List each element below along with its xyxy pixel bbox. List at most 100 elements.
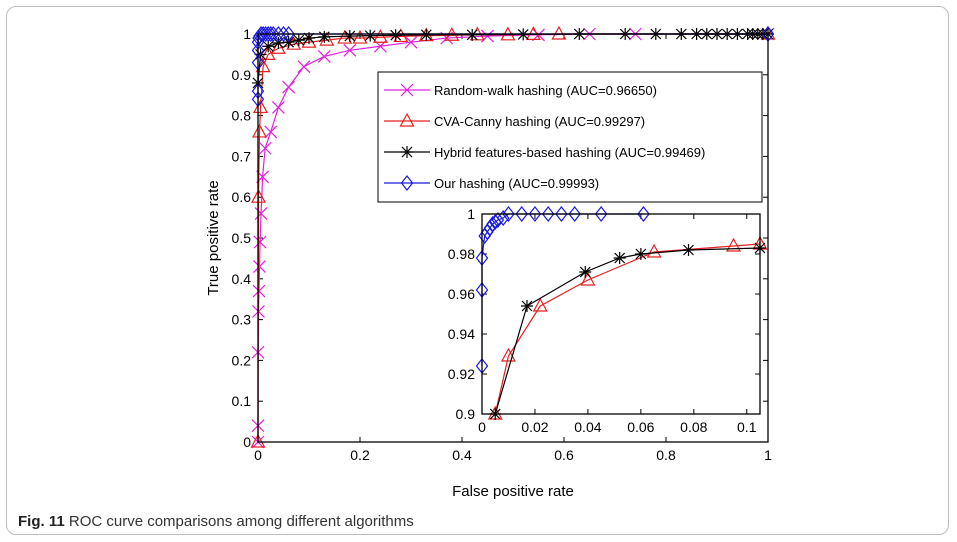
- inset-axes-box: [481, 213, 761, 415]
- main-ytick-label: 0.9: [232, 67, 252, 83]
- inset-point: [502, 206, 515, 222]
- inset-point: [646, 243, 662, 258]
- inset-xtick-label: 0.1: [737, 419, 757, 435]
- main-point: [319, 31, 335, 46]
- inset-xtick-label: 0.04: [574, 419, 601, 435]
- main-series-x: [251, 27, 775, 449]
- main-point: [404, 35, 418, 49]
- legend-marker-asterisk: [401, 146, 413, 158]
- main-point: [343, 43, 357, 57]
- inset-background: [482, 214, 760, 414]
- inset-xtick-label: 0: [478, 419, 486, 435]
- inset-point: [541, 206, 555, 222]
- main-point: [364, 29, 377, 42]
- legend-entry: Hybrid features-based hashing (AUC=0.994…: [434, 145, 705, 160]
- main-point: [343, 30, 356, 43]
- inset-ytick-label: 0.94: [448, 326, 475, 342]
- legend-entry: Random-walk hashing (AUC=0.96650): [434, 83, 657, 98]
- main-ytick-label: 0: [243, 434, 251, 450]
- inset-xtick-label: 0.02: [521, 419, 548, 435]
- main-point: [253, 235, 267, 249]
- inset-point: [726, 237, 742, 252]
- main-xtick-label: 0: [254, 447, 262, 463]
- main-point: [250, 433, 266, 448]
- main-point: [272, 26, 285, 42]
- inset-point: [491, 212, 505, 228]
- main-ytick-label: 0.8: [232, 108, 252, 124]
- main-point: [253, 260, 266, 273]
- y-axis-label: True positive rate: [205, 180, 222, 295]
- main-point: [271, 101, 285, 114]
- main-ytick-label: 0.6: [232, 189, 252, 205]
- main-ytick-label: 0.3: [232, 312, 252, 328]
- inset-point: [500, 347, 516, 362]
- legend-marker-diamond: [400, 175, 414, 191]
- main-ytick-label: 0.4: [232, 271, 252, 287]
- main-point: [420, 28, 433, 41]
- inset-point: [579, 266, 592, 278]
- inset-point: [483, 220, 497, 236]
- legend-entry: Our hashing (AUC=0.99993): [434, 176, 599, 191]
- main-point: [372, 29, 388, 43]
- inset-ytick-label: 0.96: [448, 286, 475, 302]
- main-ytick-label: 0.1: [232, 393, 252, 409]
- main-point: [270, 40, 286, 54]
- main-point: [261, 26, 275, 42]
- main-series-line: [257, 33, 768, 442]
- inset-point: [555, 206, 568, 222]
- main-point: [258, 141, 272, 155]
- main-point: [317, 50, 331, 63]
- main-plot: 0 0.2 0.4 0.6 0.8 100.10.20.30.40.50.60.70.80…: [232, 25, 776, 463]
- legend-marker-x: [400, 83, 414, 97]
- inset-point: [568, 206, 581, 222]
- inset-point: [613, 252, 626, 264]
- main-xtick-label: 0.4: [452, 447, 472, 463]
- inset-point: [521, 300, 534, 312]
- inset-xtick-label: 0.06: [627, 419, 654, 435]
- inset-series-line: [494, 243, 761, 415]
- main-ytick-label: 1: [243, 26, 251, 42]
- main-point: [352, 29, 368, 44]
- inset-ytick-label: 1: [467, 206, 475, 222]
- main-ytick-label: 0.2: [232, 352, 252, 368]
- roc-chart: 0 0.2 0.4 0.6 0.8 100.10.20.30.40.50.60.70.80…: [205, 25, 776, 500]
- inset-point: [580, 271, 596, 286]
- figure-caption: Fig. 11 ROC curve comparisons among diff…: [18, 513, 414, 530]
- main-point: [282, 36, 295, 49]
- main-xtick-label: 0.6: [554, 447, 574, 463]
- main-point: [466, 28, 479, 41]
- inset-ytick-label: 0.92: [448, 366, 475, 382]
- main-point: [264, 125, 278, 139]
- inset-point: [682, 244, 695, 256]
- main-point: [551, 25, 567, 40]
- legend-entry: CVA-Canny hashing (AUC=0.99297): [434, 114, 645, 129]
- main-point: [297, 60, 311, 74]
- inset-point: [634, 248, 647, 260]
- inset-series-diamond: [475, 206, 650, 374]
- main-point: [267, 26, 280, 42]
- main-point: [277, 26, 290, 42]
- legend-marker-triangle: [399, 112, 415, 127]
- main-point: [389, 29, 402, 42]
- x-axis-label: False positive rate: [452, 483, 574, 500]
- inset-point: [496, 210, 510, 226]
- inset-point: [486, 216, 499, 232]
- main-xtick-label: 0.2: [350, 447, 370, 463]
- main-point: [253, 99, 269, 114]
- main-point: [254, 207, 268, 220]
- main-point: [252, 284, 266, 298]
- caption-text: ROC curve comparisons among different al…: [68, 513, 414, 530]
- main-ytick-label: 0.7: [232, 148, 252, 164]
- inset-ytick-label: 0.9: [456, 406, 476, 422]
- main-point: [292, 34, 305, 47]
- inset-point: [515, 206, 528, 222]
- inset-ytick-label: 0.98: [448, 246, 475, 262]
- main-point: [318, 30, 331, 43]
- figure-frame: [6, 6, 949, 535]
- caption-label: Fig. 11: [18, 513, 65, 530]
- main-point: [303, 32, 315, 45]
- inset-point: [532, 297, 548, 312]
- inset-xtick-label: 0.08: [680, 419, 707, 435]
- main-axes-box: [257, 33, 769, 443]
- main-point: [262, 40, 275, 53]
